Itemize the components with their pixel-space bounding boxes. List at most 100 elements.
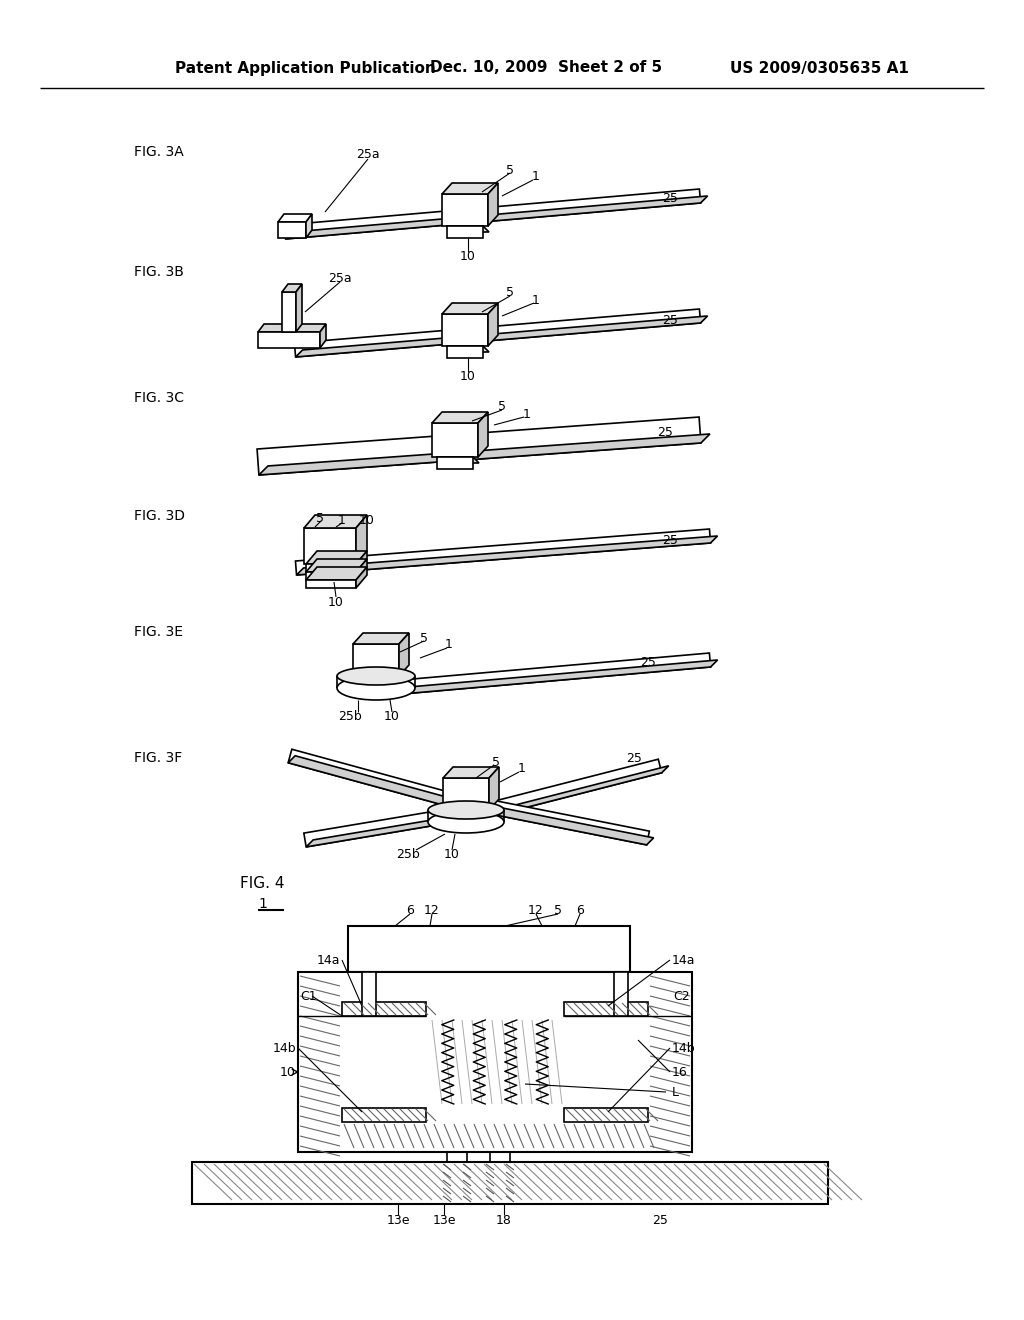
Text: US 2009/0305635 A1: US 2009/0305635 A1 <box>730 61 909 75</box>
Text: 6: 6 <box>577 903 584 916</box>
Polygon shape <box>258 333 319 348</box>
Ellipse shape <box>428 801 504 818</box>
Polygon shape <box>389 653 711 694</box>
Bar <box>342 1002 426 1016</box>
Text: 10: 10 <box>281 1065 296 1078</box>
Polygon shape <box>447 226 483 238</box>
Polygon shape <box>356 568 367 587</box>
Text: 10: 10 <box>460 370 476 383</box>
Text: Dec. 10, 2009  Sheet 2 of 5: Dec. 10, 2009 Sheet 2 of 5 <box>430 61 663 75</box>
Polygon shape <box>304 528 356 564</box>
Polygon shape <box>258 323 326 333</box>
Text: 25: 25 <box>652 1213 668 1226</box>
Text: 5: 5 <box>506 285 514 298</box>
Text: FIG. 3F: FIG. 3F <box>134 751 182 766</box>
Polygon shape <box>353 634 409 644</box>
Polygon shape <box>399 634 409 676</box>
Polygon shape <box>296 315 708 356</box>
Text: 14a: 14a <box>672 953 695 966</box>
Bar <box>564 1107 648 1122</box>
Text: FIG. 3E: FIG. 3E <box>134 624 183 639</box>
Text: FIG. 3A: FIG. 3A <box>134 145 183 158</box>
Polygon shape <box>437 457 473 469</box>
Ellipse shape <box>337 667 415 685</box>
Bar <box>348 927 630 972</box>
Text: Patent Application Publication: Patent Application Publication <box>175 61 436 75</box>
Bar <box>564 1002 648 1016</box>
Polygon shape <box>306 214 312 238</box>
Text: 1: 1 <box>532 170 540 183</box>
Polygon shape <box>443 767 499 777</box>
Polygon shape <box>319 323 326 348</box>
Polygon shape <box>442 194 488 226</box>
Text: 25: 25 <box>657 425 673 438</box>
Polygon shape <box>306 564 356 572</box>
Text: 25: 25 <box>640 656 656 668</box>
Text: 12: 12 <box>424 903 440 916</box>
Polygon shape <box>295 309 700 356</box>
Polygon shape <box>285 189 700 239</box>
Polygon shape <box>278 222 306 238</box>
Polygon shape <box>442 304 498 314</box>
Text: 1: 1 <box>523 408 530 421</box>
Polygon shape <box>481 766 669 818</box>
Polygon shape <box>432 422 478 457</box>
Polygon shape <box>304 809 450 847</box>
Polygon shape <box>304 515 367 528</box>
Polygon shape <box>353 644 399 676</box>
Polygon shape <box>306 558 367 572</box>
Text: C2: C2 <box>674 990 690 1002</box>
Text: 1: 1 <box>518 763 526 776</box>
Text: 13e: 13e <box>386 1213 410 1226</box>
Polygon shape <box>356 558 367 579</box>
Text: 25: 25 <box>626 751 642 764</box>
Polygon shape <box>432 412 488 422</box>
Polygon shape <box>296 529 711 576</box>
Text: 10: 10 <box>444 847 460 861</box>
Text: 25b: 25b <box>338 710 361 722</box>
Polygon shape <box>282 284 302 292</box>
Polygon shape <box>442 183 498 194</box>
Text: FIG. 3C: FIG. 3C <box>134 391 184 405</box>
Polygon shape <box>356 550 367 572</box>
Polygon shape <box>306 568 367 579</box>
Text: 13e: 13e <box>432 1213 456 1226</box>
Bar <box>362 972 376 1016</box>
Text: 14a: 14a <box>316 953 340 966</box>
Polygon shape <box>443 777 489 810</box>
Polygon shape <box>437 457 479 463</box>
Polygon shape <box>257 417 701 475</box>
Polygon shape <box>390 660 718 694</box>
Text: 5: 5 <box>492 755 500 768</box>
Polygon shape <box>259 434 710 475</box>
Text: FIG. 4: FIG. 4 <box>240 876 285 891</box>
Polygon shape <box>478 759 662 818</box>
Text: 25b: 25b <box>396 847 420 861</box>
Polygon shape <box>306 579 356 587</box>
Text: 10: 10 <box>384 710 400 722</box>
Text: 5: 5 <box>316 511 324 524</box>
Text: C1: C1 <box>300 990 316 1002</box>
Polygon shape <box>288 756 450 805</box>
Polygon shape <box>489 767 499 810</box>
Text: 25a: 25a <box>328 272 352 285</box>
Text: 5: 5 <box>498 400 506 412</box>
Polygon shape <box>282 292 296 333</box>
Polygon shape <box>478 412 488 457</box>
Polygon shape <box>447 346 489 352</box>
Text: 5: 5 <box>506 164 514 177</box>
Polygon shape <box>442 314 488 346</box>
Polygon shape <box>447 346 483 358</box>
Text: 10: 10 <box>328 595 344 609</box>
Text: 16: 16 <box>672 1065 688 1078</box>
Polygon shape <box>306 572 356 579</box>
Text: L: L <box>672 1085 679 1098</box>
Bar <box>193 1162 828 1204</box>
Text: 1: 1 <box>338 513 346 527</box>
Text: 10: 10 <box>460 249 476 263</box>
Polygon shape <box>278 214 312 222</box>
Text: 6: 6 <box>407 903 414 916</box>
Polygon shape <box>297 536 718 576</box>
Bar <box>342 1107 426 1122</box>
Text: 14b: 14b <box>672 1041 695 1055</box>
